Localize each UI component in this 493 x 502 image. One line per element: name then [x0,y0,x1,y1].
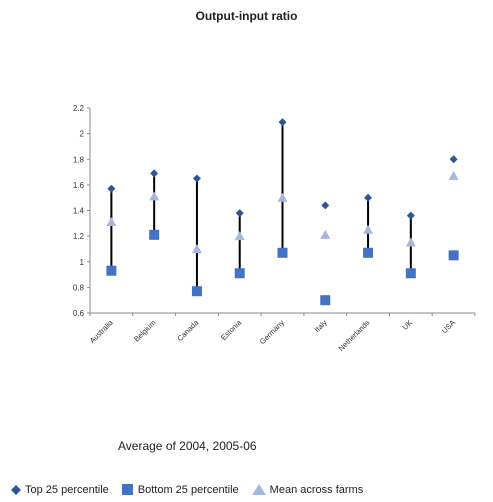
legend-label-top: Top 25 percentile [25,484,109,496]
triangle-marker-icon [251,484,266,495]
mean-point [363,224,374,234]
bottom-percentile-point [405,268,416,279]
y-tick-label: 2.2 [73,104,85,113]
top-percentile-point [192,174,201,183]
legend-item-mean: Mean across farms [251,484,364,496]
top-percentile-point [107,184,116,193]
x-tick-label: Australia [88,317,116,345]
y-tick-label: 1.8 [73,155,85,164]
legend: Top 25 percentile Bottom 25 percentile M… [10,484,375,496]
bottom-percentile-point [106,265,117,276]
mean-point [448,170,459,180]
x-tick-label: Canada [175,317,201,343]
y-tick-label: 2 [80,130,85,139]
diamond-marker-icon [11,485,21,495]
bottom-percentile-point [320,295,331,306]
chart-title: Output-input ratio [195,9,298,23]
mean-point [320,229,331,239]
top-percentile-point [449,155,458,164]
top-percentile-point [406,211,415,220]
y-tick-label: 0.8 [73,283,85,292]
top-percentile-point [235,209,244,218]
x-tick-label: Italy [313,318,329,334]
top-percentile-point [278,118,287,127]
y-tick-label: 0.6 [73,309,85,318]
bottom-percentile-point [277,247,288,258]
top-percentile-point [364,193,373,202]
x-tick-label: Germany [258,318,286,346]
chart-subtitle: Average of 2004, 2005-06 [118,439,257,453]
mean-point [405,237,416,247]
mean-point [277,192,288,202]
top-percentile-point [321,201,330,210]
top-percentile-point [150,169,159,178]
bottom-percentile-point [448,250,459,261]
mean-point [149,191,160,201]
legend-label-bottom: Bottom 25 percentile [137,484,239,496]
bottom-percentile-point [149,229,160,240]
y-tick-label: 1 [80,258,85,267]
bottom-percentile-point [234,268,245,279]
y-tick-label: 1.2 [73,232,85,241]
x-tick-label: Estonia [219,317,244,342]
square-marker-icon [121,484,133,495]
mean-point [106,217,117,227]
legend-label-mean: Mean across farms [269,484,364,496]
x-tick-label: USA [440,318,457,335]
legend-item-top: Top 25 percentile [10,484,109,496]
x-tick-label: Belgium [132,318,158,344]
bottom-percentile-point [363,247,374,258]
y-tick-label: 1.6 [73,181,85,190]
bottom-percentile-point [191,286,202,297]
y-tick-label: 1.4 [73,207,85,216]
mean-point [234,231,245,241]
mean-point [191,243,202,253]
x-tick-label: Netherlands [337,318,372,353]
x-tick-label: UK [401,318,415,332]
legend-item-bottom: Bottom 25 percentile [121,484,239,496]
